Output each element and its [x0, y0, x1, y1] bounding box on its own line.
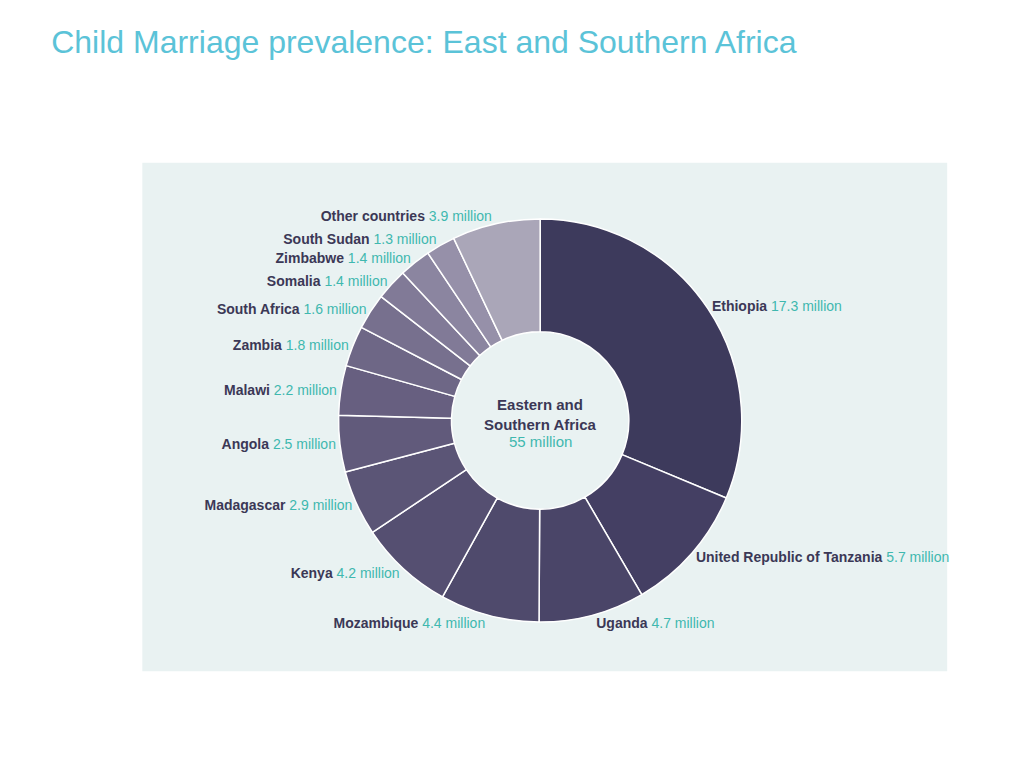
svg-text:Malawi 2.2 million: Malawi 2.2 million	[224, 382, 337, 398]
svg-text:Kenya 4.2 million: Kenya 4.2 million	[291, 565, 400, 581]
svg-text:55 million: 55 million	[509, 433, 572, 450]
svg-text:South Sudan 1.3 million: South Sudan 1.3 million	[283, 231, 436, 247]
svg-text:Angola 2.5 million: Angola 2.5 million	[222, 436, 336, 452]
svg-text:Eastern andSouthern Africa: Eastern andSouthern Africa	[484, 396, 597, 433]
svg-text:Zambia 1.8 million: Zambia 1.8 million	[233, 337, 349, 353]
svg-text:United Republic of Tanzania 5.: United Republic of Tanzania 5.7 million	[696, 549, 949, 565]
svg-text:Ethiopia 17.3 million: Ethiopia 17.3 million	[712, 298, 842, 314]
svg-text:South Africa 1.6 million: South Africa 1.6 million	[217, 301, 367, 317]
svg-text:Other countries 3.9 million: Other countries 3.9 million	[321, 208, 492, 224]
svg-text:Somalia 1.4 million: Somalia 1.4 million	[267, 273, 388, 289]
svg-text:Uganda 4.7 million: Uganda 4.7 million	[596, 615, 714, 631]
svg-text:Child Marriage prevalence: Eas: Child Marriage prevalence: East and Sout…	[51, 24, 797, 60]
svg-text:Zimbabwe 1.4 million: Zimbabwe 1.4 million	[276, 250, 411, 266]
svg-text:Madagascar 2.9 million: Madagascar 2.9 million	[204, 497, 352, 513]
svg-text:Mozambique 4.4 million: Mozambique 4.4 million	[333, 615, 485, 631]
